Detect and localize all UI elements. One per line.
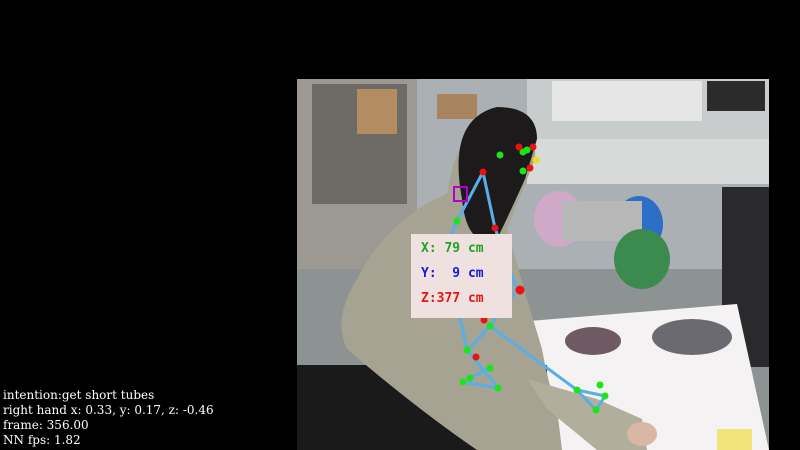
keypoint-head-8 [526, 164, 534, 172]
keypoint-head-7 [519, 167, 527, 175]
camera-scene [297, 79, 769, 450]
skeleton-hand-left-2 [468, 366, 492, 380]
keypoint-hand-left-4 [494, 384, 502, 392]
depth-x-value: X: 79 cm [421, 241, 484, 256]
skeleton-lower-arm-left [465, 348, 500, 390]
keypoint-head-5 [529, 143, 537, 151]
skeleton-spine [468, 324, 492, 350]
keypoint-head-3 [523, 146, 531, 154]
keypoint-hip-center [480, 316, 488, 324]
depth-y-value: Y: 9 cm [421, 266, 484, 281]
fps-text: NN fps: 1.82 [3, 433, 81, 447]
tracker-box [453, 186, 468, 202]
skeleton-neck-line [455, 170, 485, 223]
status-panel: intention:get short tubes right hand x: … [3, 388, 214, 448]
depth-z-value: Z:377 cm [421, 291, 484, 306]
skeleton-arm-right [488, 324, 579, 392]
depth-readout-box: X: 79 cm Y: 9 cm Z:377 cm [411, 234, 512, 318]
keypoint-shoulder-left [453, 217, 461, 225]
keypoint-neck [479, 168, 487, 176]
skeleton-forearm-right [575, 388, 607, 398]
keypoint-hand-left-3 [486, 364, 494, 372]
keypoint-elbow [486, 322, 494, 330]
frame-counter-text: frame: 356.00 [3, 418, 89, 432]
keypoint-hand-left-2 [466, 374, 474, 382]
camera-frame [297, 79, 769, 450]
skeleton-neck-line-2 [481, 170, 497, 230]
keypoint-knee-right [472, 353, 480, 361]
keypoint-shoulder-right [491, 224, 499, 232]
keypoint-hip-right [515, 285, 525, 295]
skeleton-hand-left [461, 380, 500, 390]
skeleton-hand-right-2 [575, 388, 598, 412]
keypoint-head-6 [532, 156, 540, 164]
keypoint-hand-right-1 [596, 381, 604, 389]
keypoint-hand-right-2 [601, 392, 609, 400]
keypoint-head-1 [496, 151, 504, 159]
intention-text: intention:get short tubes [3, 388, 155, 402]
keypoint-wrist-right [573, 386, 581, 394]
keypoint-knee-left [463, 346, 471, 354]
right-hand-coords-text: right hand x: 0.33, y: 0.17, z: -0.46 [3, 403, 214, 417]
keypoint-head-4 [515, 143, 523, 151]
keypoint-hand-right-3 [592, 406, 600, 414]
keypoints [453, 143, 609, 414]
keypoint-hand-left-1 [459, 378, 467, 386]
